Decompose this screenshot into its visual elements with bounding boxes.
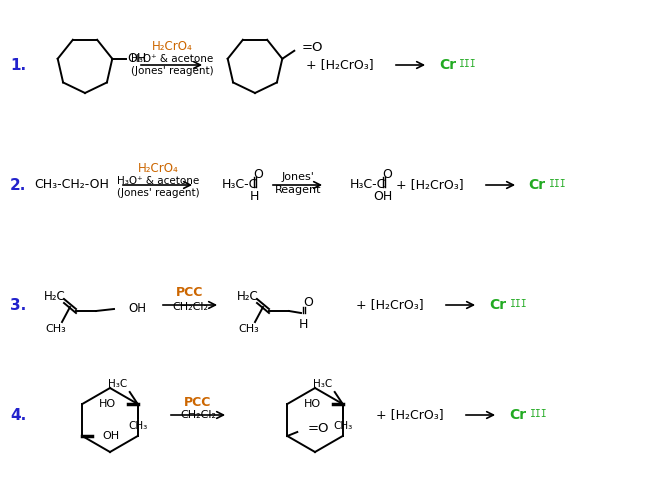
Text: CH₃-CH₂-OH: CH₃-CH₂-OH bbox=[34, 179, 109, 192]
Text: 3.: 3. bbox=[10, 297, 26, 312]
Text: HO: HO bbox=[304, 399, 320, 409]
Text: (Jones' reagent): (Jones' reagent) bbox=[117, 188, 199, 198]
Text: OH: OH bbox=[373, 191, 393, 203]
Text: OH: OH bbox=[128, 52, 147, 65]
Text: + [H₂CrO₃]: + [H₂CrO₃] bbox=[396, 179, 464, 192]
Text: H₃C: H₃C bbox=[109, 379, 128, 389]
Text: Cr: Cr bbox=[528, 178, 545, 192]
Text: CH₃: CH₃ bbox=[238, 324, 260, 334]
Text: Cr: Cr bbox=[440, 58, 457, 72]
Text: =O: =O bbox=[307, 422, 329, 435]
Text: 4.: 4. bbox=[10, 407, 26, 423]
Text: =O: =O bbox=[301, 41, 323, 54]
Text: H₃O⁺ & acetone: H₃O⁺ & acetone bbox=[117, 176, 199, 186]
Text: H₃C: H₃C bbox=[314, 379, 333, 389]
Text: III: III bbox=[549, 179, 567, 189]
Text: O: O bbox=[382, 167, 392, 181]
Text: + [H₂CrO₃]: + [H₂CrO₃] bbox=[307, 58, 374, 71]
Text: 2.: 2. bbox=[10, 178, 26, 193]
Text: III: III bbox=[459, 59, 477, 69]
Text: H₂CrO₄: H₂CrO₄ bbox=[138, 162, 178, 176]
Text: CH₂Cl₂: CH₂Cl₂ bbox=[180, 410, 216, 420]
Text: OH: OH bbox=[103, 431, 119, 441]
Text: Reagent: Reagent bbox=[275, 185, 321, 195]
Text: (Jones' reagent): (Jones' reagent) bbox=[130, 66, 213, 76]
Text: III: III bbox=[510, 299, 528, 309]
Text: CH₂Cl₂: CH₂Cl₂ bbox=[172, 302, 208, 312]
Text: PCC: PCC bbox=[184, 396, 212, 408]
Text: III: III bbox=[530, 409, 547, 419]
Text: H₃O⁺ & acetone: H₃O⁺ & acetone bbox=[131, 54, 213, 64]
Text: CH₃: CH₃ bbox=[128, 421, 148, 431]
Text: HO: HO bbox=[99, 399, 116, 409]
Text: + [H₂CrO₃]: + [H₂CrO₃] bbox=[376, 408, 444, 422]
Text: O: O bbox=[303, 297, 313, 309]
Text: + [H₂CrO₃]: + [H₂CrO₃] bbox=[356, 298, 424, 311]
Text: Cr: Cr bbox=[510, 408, 526, 422]
Text: H₂CrO₄: H₂CrO₄ bbox=[152, 41, 193, 53]
Text: Jones': Jones' bbox=[281, 172, 314, 182]
Text: H₃C-C: H₃C-C bbox=[350, 179, 387, 192]
Text: H₃C-C: H₃C-C bbox=[222, 179, 258, 192]
Text: CH₃: CH₃ bbox=[46, 324, 66, 334]
Text: O: O bbox=[253, 167, 263, 181]
Text: H: H bbox=[299, 317, 308, 331]
Text: PCC: PCC bbox=[176, 287, 204, 299]
Text: H₂C: H₂C bbox=[237, 291, 259, 303]
Text: H: H bbox=[250, 191, 259, 203]
Text: OH: OH bbox=[128, 302, 146, 315]
Text: Cr: Cr bbox=[489, 298, 506, 312]
Text: 1.: 1. bbox=[10, 57, 26, 72]
Text: CH₃: CH₃ bbox=[333, 421, 352, 431]
Text: H₂C: H₂C bbox=[44, 291, 66, 303]
